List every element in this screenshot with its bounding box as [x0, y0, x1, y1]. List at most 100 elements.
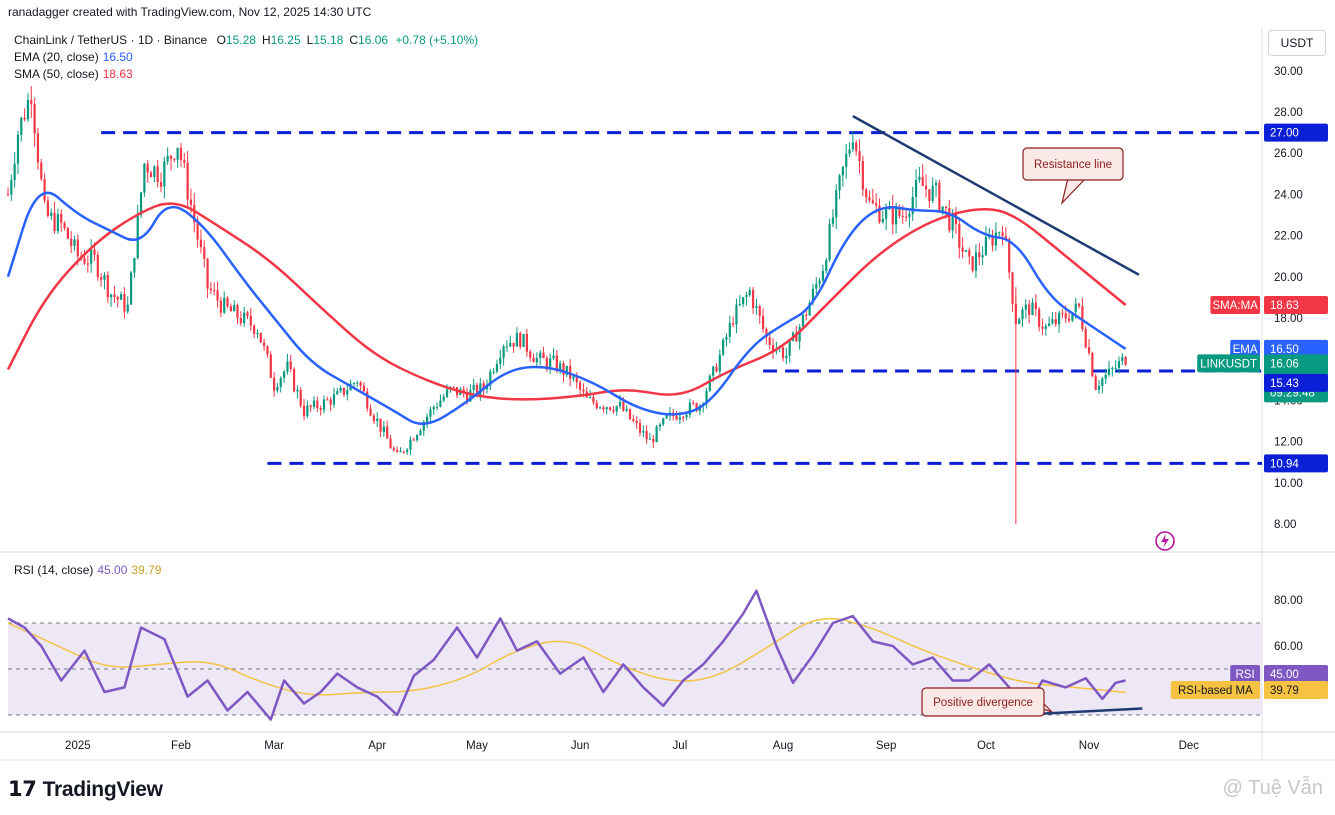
candle-body — [978, 252, 981, 258]
tag-level-1094-value: 10.94 — [1270, 458, 1299, 470]
legend-sma-value: 18.63 — [102, 67, 133, 81]
candle-body — [193, 204, 196, 223]
candle-body — [1084, 329, 1087, 348]
legend-symbol: ChainLink / TetherUS · 1D · Binance — [14, 33, 208, 47]
candle-body — [199, 239, 203, 248]
tag-level-27-value-bg — [1264, 123, 1328, 142]
legend-rsi-row[interactable]: RSI (14, close) 45.00 39.79 — [14, 563, 161, 577]
candle-body — [835, 190, 838, 218]
candle-body — [312, 400, 316, 408]
tag-level-1094-value-bg — [1264, 454, 1328, 473]
currency-button[interactable]: USDT — [1268, 30, 1326, 56]
candle-body — [685, 414, 688, 418]
candle-body — [825, 260, 828, 272]
candle-body — [815, 283, 818, 289]
candle-body — [339, 387, 342, 392]
candle-body — [728, 323, 731, 337]
candle-body — [10, 180, 13, 195]
tag-rsi-value-bg — [1264, 665, 1328, 683]
candle-body — [176, 147, 179, 160]
candle-body — [765, 329, 768, 338]
candle-body — [189, 199, 193, 205]
candle-body — [1107, 368, 1111, 375]
candle-body — [1117, 361, 1121, 368]
price-tick-label: 18.00 — [1274, 313, 1303, 325]
candle-body — [562, 363, 565, 375]
candle-body — [179, 147, 183, 161]
candle-body — [86, 263, 89, 265]
candle-body — [336, 391, 339, 395]
candles-group — [6, 86, 1127, 456]
legend-ohlc-o: O15.28 — [216, 33, 256, 47]
candle-body — [133, 257, 136, 273]
candle-body — [289, 361, 292, 369]
candle-body — [1124, 356, 1127, 365]
candle-body — [575, 376, 578, 383]
candle-body — [605, 407, 608, 410]
tag-ema: EMA 16.50 — [1230, 339, 1328, 358]
candle-body — [788, 340, 791, 356]
candle-body — [708, 375, 711, 391]
candle-body — [1011, 272, 1014, 304]
candle-body — [904, 216, 908, 218]
price-tick-label: 22.00 — [1274, 231, 1303, 243]
candle-body — [638, 423, 642, 433]
candle-body — [535, 358, 538, 363]
tag-last-price-label: LINKUSDT — [1200, 358, 1257, 370]
candle-body — [96, 254, 99, 278]
candle-body — [715, 366, 718, 372]
legend-symbol-row[interactable]: ChainLink / TetherUS · 1D · Binance O15.… — [14, 33, 478, 47]
candle-body — [129, 272, 133, 305]
candle-body — [60, 214, 63, 223]
candle-body — [801, 314, 805, 327]
candle-body — [1094, 376, 1097, 390]
candle-body — [665, 415, 668, 419]
candle-body — [1034, 302, 1037, 310]
candle-body — [1121, 356, 1124, 362]
candle-body — [841, 166, 844, 176]
candle-body — [898, 207, 901, 216]
candle-body — [90, 249, 93, 264]
candle-body — [249, 315, 252, 326]
candle-body — [322, 399, 326, 410]
candle-body — [958, 224, 961, 248]
candle-body — [628, 409, 632, 420]
time-tick-label: Nov — [1079, 740, 1100, 752]
candle-body — [598, 407, 602, 409]
candle-body — [1061, 312, 1064, 314]
candle-body — [761, 315, 765, 330]
candle-body — [36, 133, 40, 163]
legend-ema-row[interactable]: EMA (20, close) 16.50 — [14, 50, 133, 64]
candle-body — [632, 419, 635, 422]
legend-ohlc-c: C16.06 — [349, 33, 389, 47]
candle-body — [73, 239, 76, 246]
candle-body — [1074, 303, 1077, 313]
candle-body — [855, 142, 858, 152]
candle-body — [655, 426, 658, 443]
candle-body — [139, 192, 143, 215]
candle-body — [376, 418, 379, 422]
tag-level-1094: 10.94 — [1264, 454, 1328, 473]
tag-rsi-ma-value: 39.79 — [1270, 685, 1299, 697]
candle-body — [502, 346, 505, 358]
candle-body — [572, 376, 575, 379]
candle-body — [895, 207, 898, 225]
candle-body — [891, 206, 894, 225]
candle-body — [735, 304, 738, 325]
candle-body — [1064, 313, 1067, 319]
candle-body — [525, 333, 528, 352]
candle-body — [751, 289, 755, 308]
tag-sma-value-bg — [1264, 296, 1328, 315]
candle-body — [1051, 319, 1054, 324]
candle-body — [712, 366, 715, 376]
candle-body — [362, 385, 366, 392]
candle-body — [243, 312, 246, 324]
candle-body — [805, 314, 808, 316]
candle-body — [46, 200, 50, 216]
legend-sma-row[interactable]: SMA (50, close) 18.63 — [14, 67, 133, 81]
candle-body — [359, 382, 362, 386]
candle-body — [1101, 378, 1104, 387]
candle-body — [858, 151, 861, 162]
candle-body — [53, 212, 56, 232]
